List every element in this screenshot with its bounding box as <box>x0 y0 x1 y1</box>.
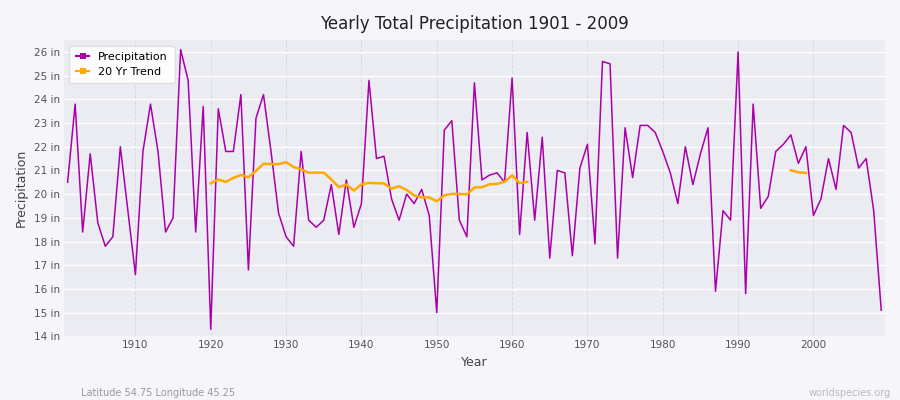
X-axis label: Year: Year <box>461 356 488 369</box>
Text: Latitude 54.75 Longitude 45.25: Latitude 54.75 Longitude 45.25 <box>81 388 235 398</box>
Title: Yearly Total Precipitation 1901 - 2009: Yearly Total Precipitation 1901 - 2009 <box>320 15 629 33</box>
Y-axis label: Precipitation: Precipitation <box>15 149 28 227</box>
Text: worldspecies.org: worldspecies.org <box>809 388 891 398</box>
Legend: Precipitation, 20 Yr Trend: Precipitation, 20 Yr Trend <box>69 46 175 84</box>
